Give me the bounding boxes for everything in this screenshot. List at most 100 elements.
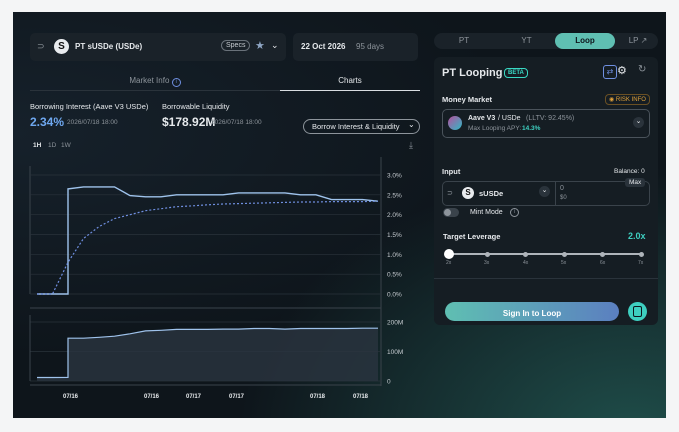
signin-button[interactable]: Sign In to Loop [445, 302, 619, 321]
days-left: 95 days [356, 42, 385, 51]
app-window: ⊃ S PT sUSDe (USDe) Specs ★ ⌄ 22 Oct 202… [13, 12, 666, 418]
looping-panel: PT Looping BETA ⇄ ⚙ ↻ Money Market ◉ RIS… [434, 57, 658, 325]
reload-icon[interactable]: ↻ [638, 64, 647, 75]
gear-icon[interactable]: ⚙ [617, 65, 627, 77]
risk-info-badge[interactable]: ◉ RISK INFO [605, 94, 650, 105]
x-tick-label: 07/18 [310, 394, 326, 400]
mint-mode-toggle[interactable] [443, 208, 459, 217]
x-tick-label: 07/16 [144, 394, 160, 400]
borrow-interest-label: Borrowing Interest (Aave V3 USDe) [30, 102, 149, 111]
leverage-slider[interactable] [444, 249, 644, 259]
refresh-settings-icon[interactable]: ⇄ [603, 65, 617, 79]
money-market-selector[interactable]: Aave V3 / USDe (LLTV: 92.45%) Max Loopin… [442, 109, 650, 138]
y-tick-label: 0 [387, 379, 391, 386]
slider-tick [600, 251, 605, 257]
chevron-down-icon[interactable]: ⌄ [271, 40, 279, 50]
calculator-button[interactable] [628, 302, 647, 321]
slider-tick [485, 251, 490, 257]
liquidity-value: $178.92M [162, 115, 216, 129]
x-tick-label: 07/18 [353, 394, 369, 400]
range-1w[interactable]: 1W [61, 142, 71, 149]
collapse-icon[interactable]: ⊃ [37, 41, 45, 51]
leverage-tick-label: 5x [561, 260, 567, 266]
slider-tick [523, 251, 528, 257]
charts-area: 3.0% 2.5% 2.0% 1.5% 1.0% 0.5% 0.0% 200M 100M 0 07/… [29, 157, 403, 400]
download-icon[interactable]: ⤓ [409, 140, 413, 150]
y-tick-label: 200M [387, 320, 403, 327]
tab-charts[interactable]: Charts [280, 74, 420, 91]
leverage-tick-label: 2x [446, 260, 452, 266]
segment-yt[interactable]: YT [521, 36, 532, 45]
segment-lp[interactable]: LP ↗ [628, 36, 648, 45]
susde-token-icon: S [54, 39, 69, 54]
chart-metric-dropdown[interactable]: Borrow Interest & Liquidity ⌄ [303, 119, 420, 134]
swap-icon[interactable]: ⊃ [447, 190, 453, 197]
tab-market-info-label: Market Info [129, 76, 170, 85]
info-icon: i [510, 208, 519, 217]
x-tick-label: 07/17 [186, 394, 202, 400]
leverage-tick-label: 6x [600, 260, 606, 266]
leverage-tick-label: 4x [523, 260, 529, 266]
token-name: sUSDe [479, 189, 504, 198]
borrow-interest-value: 2.34% [30, 115, 65, 129]
aave-icon [448, 116, 462, 130]
tab-market-info[interactable]: Market Info i [30, 74, 280, 91]
star-icon[interactable]: ★ [255, 40, 265, 52]
leverage-tick-label: 3x [484, 260, 490, 266]
risk-info-label: RISK INFO [615, 97, 646, 103]
y-tick-label: 2.5% [387, 192, 402, 199]
mint-mode-label: Mint Mode [470, 209, 503, 216]
susde-token-icon: S [462, 187, 474, 199]
segment-loop[interactable]: Loop [555, 33, 615, 49]
mode-segments: PT YT Loop LP ↗ [434, 33, 658, 49]
target-leverage-label: Target Leverage [443, 232, 501, 241]
mm-asset: / USDe [498, 115, 521, 122]
money-market-label: Money Market [442, 95, 493, 104]
leverage-tick-label: 7x [638, 260, 644, 266]
segment-pt[interactable]: PT [458, 36, 470, 45]
slider-tick [639, 251, 644, 257]
panel-title: PT Looping [442, 67, 503, 79]
amount-input-area[interactable] [555, 182, 649, 205]
range-1d[interactable]: 1D [48, 142, 57, 149]
chevron-down-icon: ⌄ [408, 120, 415, 129]
slider-tick [562, 251, 567, 257]
balance: Balance: 0 [614, 168, 645, 175]
info-icon: i [171, 78, 181, 87]
liquidity-label: Borrowable Liquidity [162, 102, 230, 111]
liquidity-line [37, 327, 378, 379]
amount-input[interactable]: 0 [560, 185, 564, 192]
liquidity-area [37, 328, 378, 381]
chevron-down-icon: ⌄ [633, 117, 644, 128]
expiry-date: 22 Oct 2026 [301, 42, 346, 51]
x-tick-label: 07/17 [229, 394, 245, 400]
token-input: ⊃ S sUSDe ⌄ 0 $0 Max [442, 178, 650, 206]
y-tick-label: 0.5% [387, 272, 402, 279]
x-tick-label: 07/16 [63, 394, 79, 400]
specs-badge[interactable]: Specs [221, 40, 251, 51]
mm-apy-value: 14.3% [522, 125, 541, 132]
warning-icon: ◉ [609, 97, 615, 103]
series-line [37, 186, 379, 295]
y-tick-label: 100M [387, 349, 403, 356]
y-tick-label: 0.0% [387, 292, 402, 299]
amount-usd: $0 [560, 195, 567, 201]
max-button[interactable]: Max [625, 178, 646, 187]
signin-button-label: Sign In to Loop [502, 309, 562, 318]
market-selector[interactable]: ⊃ S PT sUSDe (USDe) Specs ★ ⌄ [30, 33, 286, 61]
y-tick-label: 3.0% [387, 173, 402, 180]
token-select-chevron[interactable]: ⌄ [539, 186, 550, 197]
liquidity-time: 2026/07/18 18:00 [211, 119, 262, 126]
calculator-icon [633, 306, 642, 317]
panel-divider [434, 278, 658, 279]
slider-handle[interactable] [444, 249, 454, 259]
y-tick-label: 1.5% [387, 232, 402, 239]
chart-metric-label: Borrow Interest & Liquidity [312, 122, 400, 131]
mm-protocol: Aave V3 [468, 115, 496, 122]
left-tabs: Market Info i Charts [30, 74, 420, 91]
tab-charts-label: Charts [338, 76, 362, 85]
expiry-box[interactable]: 22 Oct 2026 95 days [293, 33, 418, 61]
range-1h[interactable]: 1H [33, 142, 42, 149]
y-tick-label: 1.0% [387, 252, 402, 259]
market-name: PT sUSDe (USDe) [75, 42, 143, 51]
